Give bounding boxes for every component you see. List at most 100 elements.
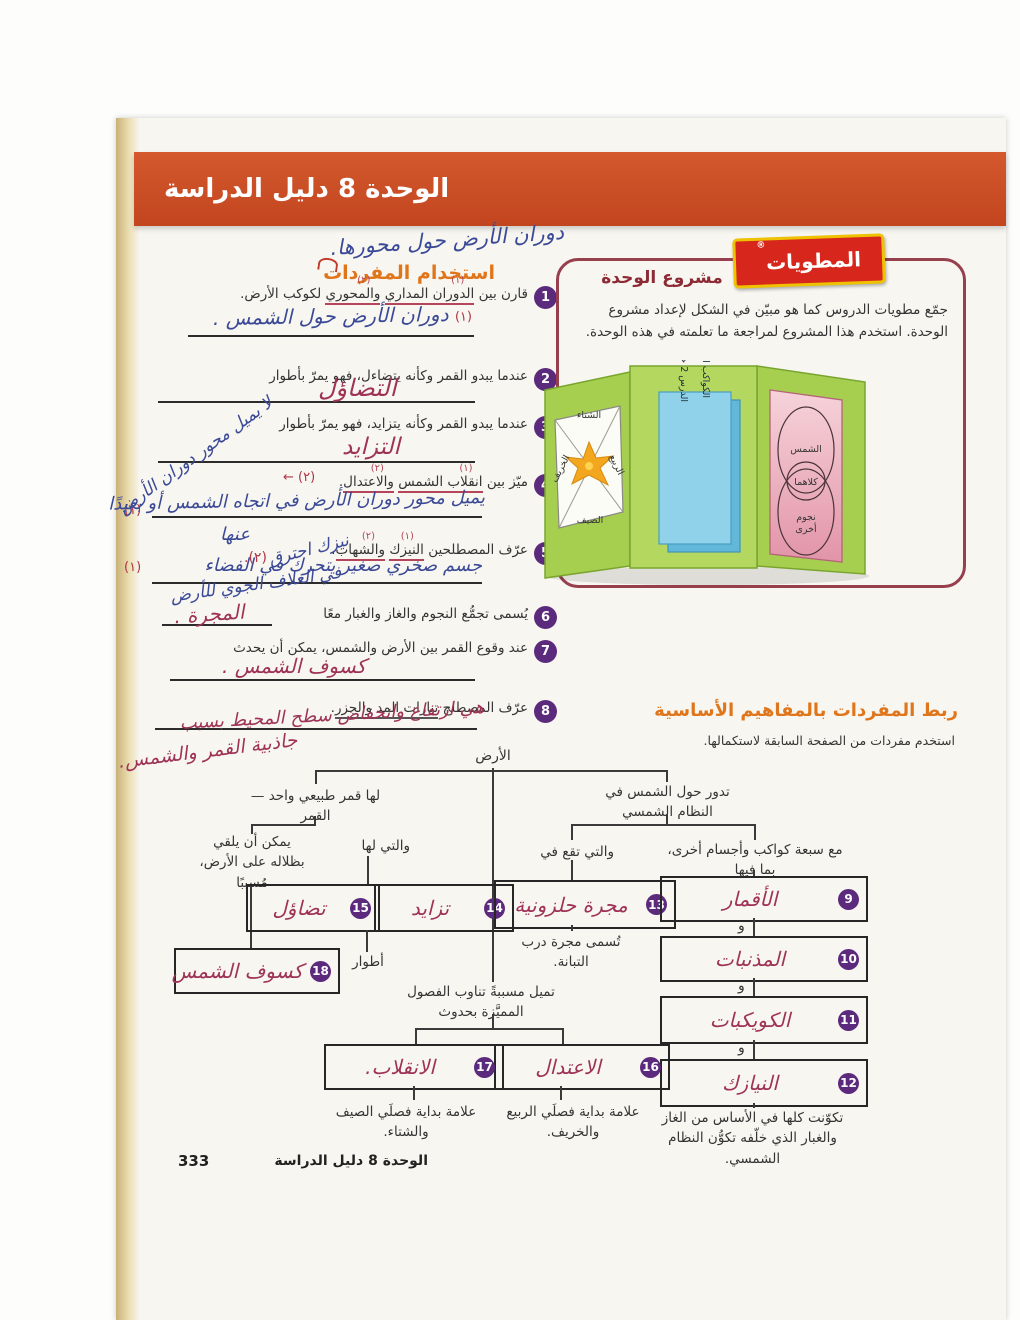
concept-box-12: 12 النيازك xyxy=(660,1059,868,1107)
connector xyxy=(315,770,668,772)
concept-formed-note: تكوّنت كلها في الأساس من الغاز والغبار ا… xyxy=(661,1110,844,1167)
box-number: 17 xyxy=(474,1056,495,1078)
connector xyxy=(753,870,755,876)
answer-mark: (١) xyxy=(454,309,473,325)
concept-milkyway-note: تُسمى مجرة درب التبانة. xyxy=(521,934,621,971)
connector xyxy=(250,884,252,948)
concept-box-11: 11 الكويكبات xyxy=(660,996,868,1044)
answer-mark: (١) xyxy=(124,503,142,518)
question-text: ميّز بين (١) انقلاب الشمس (٢) والاعتدال. xyxy=(150,463,528,493)
concept-phases-label: أطوار xyxy=(352,954,384,970)
q5-pre: عرّف المصطلحين xyxy=(423,542,528,558)
page-title: الوحدة 8 دليل الدراسة xyxy=(164,174,450,204)
connector xyxy=(315,770,317,784)
question-text: قارن بين (١) الدوران المداري (٢) والمحوري … xyxy=(150,275,528,305)
and-connector: و xyxy=(738,918,745,934)
handwritten-answer: النيازك xyxy=(722,1071,778,1095)
q5-term2: (٢) والشهاب xyxy=(335,531,386,561)
connector xyxy=(571,824,756,826)
q4-post: . xyxy=(338,474,344,490)
q8-pre: عرّف المصطلح xyxy=(438,700,528,716)
q8-term1-text: تيارات المد والجزر xyxy=(334,700,439,716)
question-text: عرّف المصطلحين (١) النيزك (٢) والشهاب. xyxy=(150,531,528,561)
q4-term1-text: انقلاب الشمس xyxy=(398,474,483,490)
handwritten-answer: المذنبات xyxy=(714,947,786,971)
connector xyxy=(753,978,755,996)
lesson-booklet-front xyxy=(658,391,732,545)
connector xyxy=(666,814,668,824)
connector xyxy=(251,824,253,834)
question-text: عند وقوع القمر بين الأرض والشمس، يمكن أن… xyxy=(233,640,528,656)
unit-header-banner: الوحدة 8 دليل الدراسة xyxy=(134,152,1006,226)
connector xyxy=(367,856,369,884)
venn-circle-sun xyxy=(777,406,835,494)
starburst-core xyxy=(585,462,593,470)
concept-box-9: 9 الأقمار xyxy=(660,876,868,922)
answer-mark: (١) xyxy=(124,560,142,575)
q4-sup1: (١) xyxy=(459,463,473,474)
box-number: 10 xyxy=(838,948,859,970)
box-number: 12 xyxy=(838,1072,859,1094)
concept-section-subtitle: استخدم مفردات من الصفحة السابقة لاستكمال… xyxy=(703,733,955,748)
venn-overlap xyxy=(786,461,826,501)
handwritten-answer: الكويكبات xyxy=(709,1008,791,1032)
handwritten-answer: كسوف الشمس . xyxy=(222,654,367,678)
concept-box-16: 16 الاعتدال xyxy=(494,1044,670,1090)
handwritten-arrow-note: (٢) ← xyxy=(283,470,316,485)
q1-term1-text: الدوران المداري xyxy=(384,286,475,302)
connector xyxy=(666,770,668,782)
connector xyxy=(753,918,755,936)
concept-section-title: ربط المفردات بالمفاهيم الأساسية xyxy=(654,700,958,721)
handwritten-answer: (١) دوران الأرض حول الشمس . xyxy=(190,302,472,331)
trifold-illustration: الشتاء الصيف الخريف الربيع الدرس 2 خصائص… xyxy=(544,360,869,585)
answer-line xyxy=(155,704,477,730)
connector xyxy=(413,1086,415,1100)
concept-planets-node: مع سبعة كواكب وأجسام أخرى، بما فيها xyxy=(667,842,843,879)
answer-line xyxy=(188,311,474,337)
handwritten-answer: الانقلاب. xyxy=(365,1055,435,1079)
concept-box-15: 15 تضاؤل xyxy=(246,884,380,932)
registered-mark: ® xyxy=(756,240,766,251)
question-text: عندما يبدو القمر وكأنه يتزايد، فهو يمرّ … xyxy=(279,416,528,432)
q5-sup2: (٢) xyxy=(361,531,376,542)
q1-answer-text: دوران الأرض حول الشمس . xyxy=(212,301,449,331)
connector xyxy=(754,824,756,840)
q1-term1: (١) الدوران المداري xyxy=(384,275,475,305)
question-number: 1 xyxy=(534,286,557,309)
answer-line xyxy=(152,558,482,584)
concept-box-13: 13 مجرة حلزونية xyxy=(494,880,676,929)
q1-sup2: (٢) xyxy=(357,275,371,286)
answer-line xyxy=(152,492,482,518)
concept-tilt-node: تميل مسببةً تناوب الفصول المميَّزة بحدوث xyxy=(407,984,555,1021)
connector xyxy=(562,1028,564,1044)
footer-label: الوحدة 8 دليل الدراسة xyxy=(274,1153,428,1169)
handwritten-answer: تضاؤل xyxy=(272,896,326,920)
q1-sup1: (١) xyxy=(451,275,465,286)
and-connector: و xyxy=(738,1040,745,1056)
handwritten-answer: تزايد xyxy=(410,896,450,920)
answer-mark-2: (٢). xyxy=(244,550,267,566)
q5-post: . xyxy=(331,542,336,558)
question-number: 2 xyxy=(534,368,557,391)
connector xyxy=(560,1086,562,1100)
connector xyxy=(571,824,573,840)
foldables-instructions: جمّع مطويات الدروس كما هو مبيّن في الشكل… xyxy=(585,302,948,340)
handwritten-answer: مجرة حلزونية xyxy=(514,892,628,917)
q4-sup2: (٢) xyxy=(370,463,384,474)
q5-term1: (١) النيزك xyxy=(389,531,424,561)
paper-sheet xyxy=(116,118,1006,1320)
unit-project-title: مشروع الوحدة xyxy=(601,268,723,288)
box-number: 15 xyxy=(350,897,371,919)
venn-label-other-2: أخرى xyxy=(795,522,817,535)
handwritten-answer-cont: عنها xyxy=(220,524,250,545)
venn-panel xyxy=(769,389,843,563)
venn-label-sun: الشمس xyxy=(790,444,822,455)
handwritten-answer: الأقمار xyxy=(722,887,778,911)
handwritten-answer: المجرة . xyxy=(173,599,246,629)
question-number: 8 xyxy=(534,700,557,723)
q1-term2: (٢) والمحوري xyxy=(325,275,381,305)
q8-post: . xyxy=(330,700,335,716)
vocab-section-title: استخدام المفردات xyxy=(323,262,495,284)
and-connector: و xyxy=(738,978,745,994)
